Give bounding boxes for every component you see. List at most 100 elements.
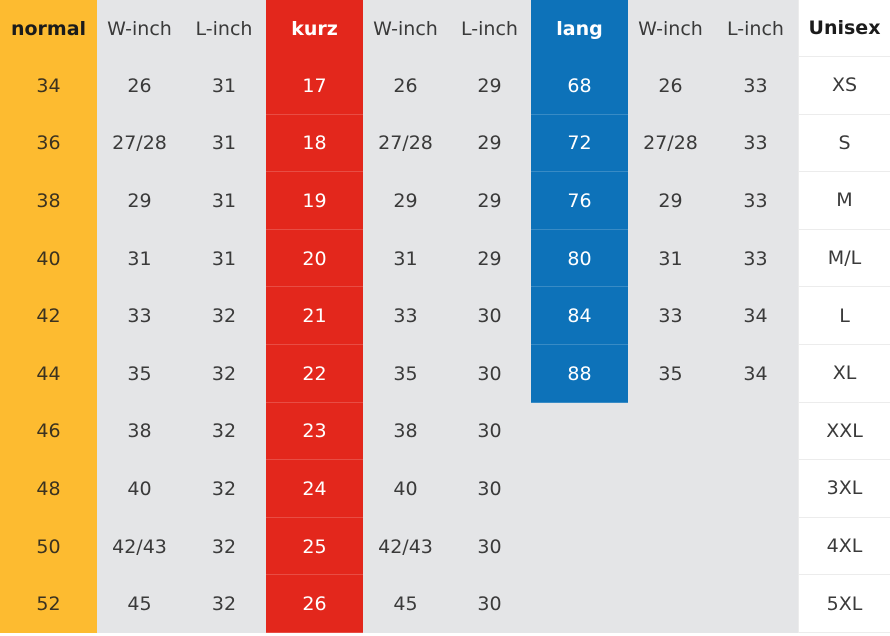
cell-w-inch-normal: 26 <box>97 57 182 115</box>
header-unisex: Unisex <box>798 0 890 57</box>
cell-w-inch-lang <box>628 517 713 576</box>
cell-normal-size: 44 <box>0 344 97 403</box>
cell-w-inch-normal: 40 <box>97 460 182 518</box>
cell-normal-size: 46 <box>0 402 97 461</box>
cell-l-inch-lang <box>713 402 798 461</box>
cell-l-inch-normal: 32 <box>182 460 266 518</box>
cell-unisex-size: 4XL <box>798 517 890 576</box>
cell-w-inch-kurz: 35 <box>363 344 448 403</box>
cell-kurz-size: 19 <box>266 172 363 230</box>
cell-l-inch-kurz: 29 <box>448 114 531 173</box>
cell-unisex-size: M <box>798 172 890 230</box>
cell-kurz-size: 26 <box>266 575 363 633</box>
cell-l-inch-lang: 34 <box>713 287 798 345</box>
cell-lang-size <box>531 402 628 461</box>
header-kurz: kurz <box>266 0 363 57</box>
cell-w-inch-lang: 29 <box>628 172 713 230</box>
cell-lang-size <box>531 460 628 518</box>
header-l-inch-lang: L-inch <box>713 0 798 57</box>
cell-kurz-size: 20 <box>266 229 363 288</box>
header-w-inch-normal: W-inch <box>97 0 182 57</box>
cell-unisex-size: S <box>798 114 890 173</box>
cell-l-inch-lang <box>713 575 798 633</box>
table-row: 46 38 32 23 38 30 XXL <box>0 402 890 461</box>
cell-kurz-size: 25 <box>266 517 363 576</box>
cell-w-inch-normal: 31 <box>97 229 182 288</box>
cell-w-inch-lang: 26 <box>628 57 713 115</box>
cell-kurz-size: 23 <box>266 402 363 461</box>
cell-l-inch-kurz: 29 <box>448 172 531 230</box>
cell-w-inch-lang <box>628 575 713 633</box>
cell-normal-size: 48 <box>0 460 97 518</box>
cell-normal-size: 36 <box>0 114 97 173</box>
cell-l-inch-lang: 33 <box>713 172 798 230</box>
cell-normal-size: 42 <box>0 287 97 345</box>
header-w-inch-lang: W-inch <box>628 0 713 57</box>
cell-w-inch-kurz: 38 <box>363 402 448 461</box>
cell-l-inch-lang <box>713 517 798 576</box>
table-row: 40 31 31 20 31 29 80 31 33 M/L <box>0 229 890 288</box>
cell-l-inch-normal: 31 <box>182 114 266 173</box>
cell-w-inch-lang: 35 <box>628 344 713 403</box>
table-row: 36 27/28 31 18 27/28 29 72 27/28 33 S <box>0 114 890 173</box>
cell-l-inch-normal: 31 <box>182 229 266 288</box>
cell-w-inch-kurz: 31 <box>363 229 448 288</box>
cell-w-inch-kurz: 33 <box>363 287 448 345</box>
cell-l-inch-kurz: 30 <box>448 575 531 633</box>
cell-unisex-size: 5XL <box>798 575 890 633</box>
cell-normal-size: 40 <box>0 229 97 288</box>
cell-l-inch-lang: 33 <box>713 57 798 115</box>
cell-w-inch-normal: 29 <box>97 172 182 230</box>
cell-unisex-size: XL <box>798 344 890 403</box>
header-w-inch-kurz: W-inch <box>363 0 448 57</box>
cell-w-inch-kurz: 29 <box>363 172 448 230</box>
cell-lang-size: 68 <box>531 57 628 115</box>
cell-w-inch-normal: 45 <box>97 575 182 633</box>
table-row: 48 40 32 24 40 30 3XL <box>0 460 890 518</box>
cell-kurz-size: 24 <box>266 460 363 518</box>
cell-kurz-size: 17 <box>266 57 363 115</box>
cell-w-inch-normal: 27/28 <box>97 114 182 173</box>
cell-w-inch-kurz: 45 <box>363 575 448 633</box>
cell-w-inch-kurz: 42/43 <box>363 517 448 576</box>
cell-l-inch-normal: 31 <box>182 57 266 115</box>
cell-l-inch-lang <box>713 460 798 518</box>
cell-lang-size: 80 <box>531 229 628 288</box>
cell-lang-size: 72 <box>531 114 628 173</box>
cell-l-inch-lang: 34 <box>713 344 798 403</box>
table-row: 52 45 32 26 45 30 5XL <box>0 575 890 633</box>
cell-w-inch-kurz: 27/28 <box>363 114 448 173</box>
cell-l-inch-kurz: 29 <box>448 229 531 288</box>
cell-w-inch-lang: 33 <box>628 287 713 345</box>
header-normal: normal <box>0 0 97 57</box>
cell-l-inch-kurz: 30 <box>448 287 531 345</box>
header-row: normal W-inch L-inch kurz W-inch L-inch … <box>0 0 890 57</box>
cell-lang-size: 84 <box>531 287 628 345</box>
cell-normal-size: 34 <box>0 57 97 115</box>
table-row: 50 42/43 32 25 42/43 30 4XL <box>0 517 890 576</box>
cell-w-inch-kurz: 26 <box>363 57 448 115</box>
cell-lang-size: 88 <box>531 344 628 403</box>
table-row: 34 26 31 17 26 29 68 26 33 XS <box>0 57 890 115</box>
cell-l-inch-kurz: 29 <box>448 57 531 115</box>
cell-w-inch-normal: 38 <box>97 402 182 461</box>
cell-w-inch-normal: 33 <box>97 287 182 345</box>
cell-lang-size <box>531 517 628 576</box>
cell-l-inch-kurz: 30 <box>448 460 531 518</box>
cell-normal-size: 52 <box>0 575 97 633</box>
cell-l-inch-normal: 32 <box>182 344 266 403</box>
cell-l-inch-normal: 32 <box>182 402 266 461</box>
cell-w-inch-lang <box>628 460 713 518</box>
table-row: 38 29 31 19 29 29 76 29 33 M <box>0 172 890 230</box>
header-lang: lang <box>531 0 628 57</box>
cell-l-inch-normal: 31 <box>182 172 266 230</box>
header-l-inch-kurz: L-inch <box>448 0 531 57</box>
cell-unisex-size: XS <box>798 57 890 115</box>
header-l-inch-normal: L-inch <box>182 0 266 57</box>
cell-l-inch-kurz: 30 <box>448 402 531 461</box>
cell-normal-size: 50 <box>0 517 97 576</box>
cell-w-inch-normal: 42/43 <box>97 517 182 576</box>
cell-lang-size <box>531 575 628 633</box>
cell-l-inch-kurz: 30 <box>448 344 531 403</box>
